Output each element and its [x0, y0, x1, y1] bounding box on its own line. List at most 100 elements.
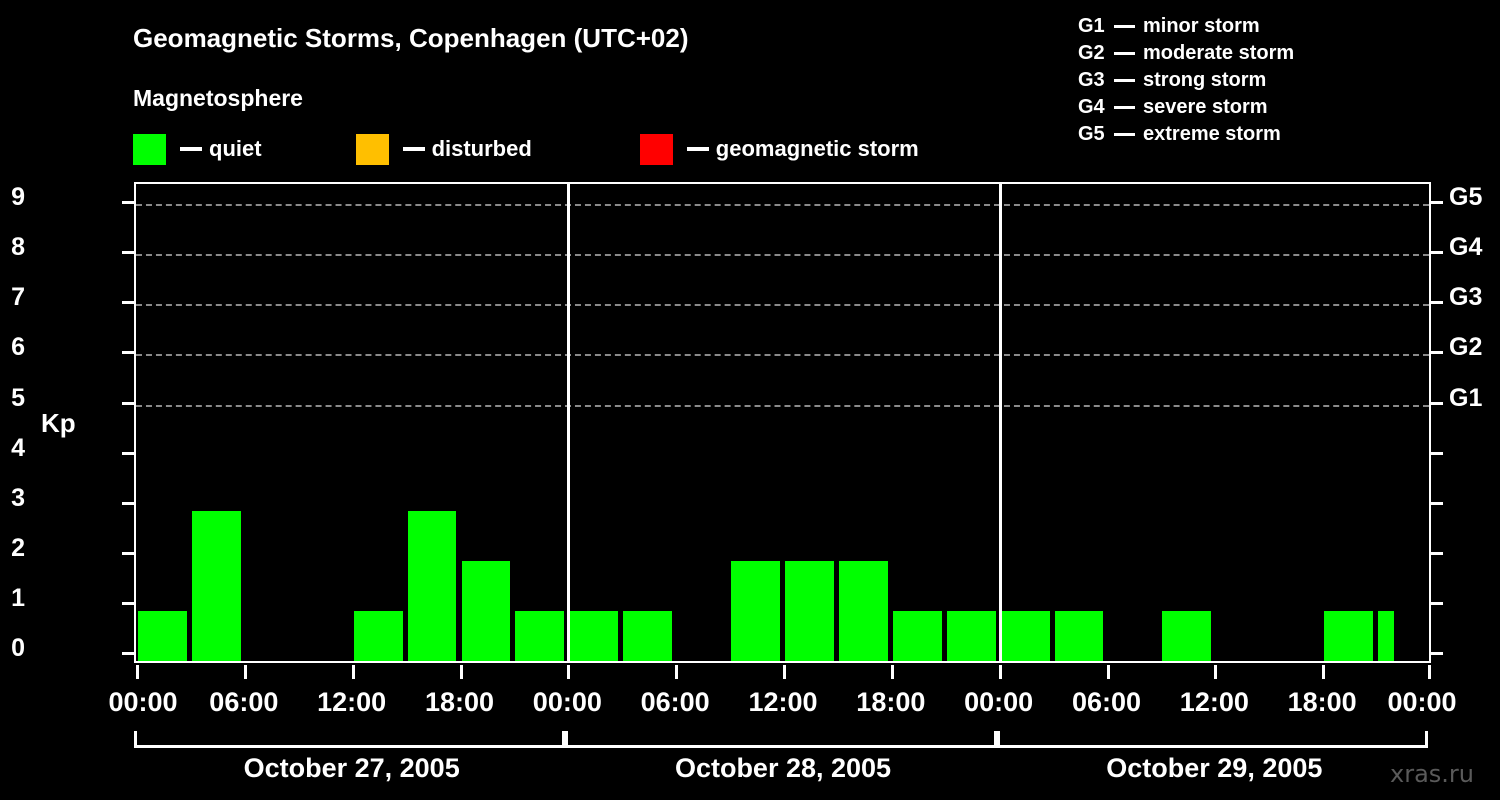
g-axis-label-g2: G2: [1449, 333, 1483, 362]
x-tick-label: 06:00: [640, 687, 710, 717]
bar: [515, 610, 565, 661]
date-label: October 27, 2005: [243, 753, 460, 783]
y-tick-mark-right: [1431, 201, 1443, 205]
gridline-kp-8: [136, 254, 1429, 257]
page-title: Geomagnetic Storms, Copenhagen (UTC+02): [133, 23, 689, 53]
y-tick-label-4: 4: [11, 433, 25, 462]
x-tick-label: 18:00: [1287, 687, 1357, 717]
bar: [461, 560, 511, 661]
g-legend-row-g4: G4 severe storm: [1078, 94, 1294, 121]
x-tick-label: 12:00: [317, 687, 387, 717]
g-legend-row-g3: G3 strong storm: [1078, 67, 1294, 94]
y-tick-mark-right: [1431, 652, 1443, 655]
magnetosphere-subtitle: Magnetosphere: [133, 85, 303, 111]
x-tick-label: 06:00: [1071, 687, 1142, 717]
green-square-icon: [133, 133, 166, 165]
bar: [191, 510, 241, 661]
y-tick-mark: [122, 652, 134, 655]
gridline-kp-6: [136, 354, 1429, 357]
g-legend-row-g2: G2 moderate storm: [1078, 40, 1294, 67]
y-tick-label-7: 7: [11, 283, 25, 312]
date-label: October 29, 2005: [1106, 753, 1323, 783]
x-tick-label: 18:00: [424, 687, 495, 717]
g-legend-description: strong storm: [1143, 69, 1267, 91]
date-bracket: [996, 731, 1428, 748]
x-tick-mark: [1106, 665, 1110, 679]
y-tick-label-6: 6: [11, 333, 25, 362]
day-separator: [998, 184, 1002, 661]
date-bracket: [134, 731, 566, 748]
y-axis-title: Kp: [41, 408, 76, 438]
gridline-kp-9: [136, 204, 1429, 207]
x-tick-label: 00:00: [108, 687, 178, 717]
g-legend-dash-icon: [1114, 106, 1135, 109]
g-legend-code: G2: [1078, 42, 1105, 64]
y-tick-label-5: 5: [11, 383, 25, 412]
y-tick-mark: [122, 351, 134, 355]
bar: [1378, 610, 1395, 661]
g-axis-label-g3: G3: [1449, 283, 1483, 312]
y-tick-mark-right: [1431, 301, 1443, 305]
watermark: xras.ru: [1390, 760, 1474, 788]
gridline-kp-5: [136, 404, 1429, 407]
date-label: October 28, 2005: [674, 753, 892, 783]
g-legend-row-g1: G1 minor storm: [1078, 13, 1294, 40]
legend-label: quiet: [209, 136, 262, 161]
bar: [138, 610, 187, 661]
y-tick-label-8: 8: [11, 233, 25, 262]
bar: [569, 610, 619, 661]
gridline-kp-7: [136, 304, 1429, 307]
y-tick-mark: [122, 451, 134, 455]
g-legend-description: moderate storm: [1143, 42, 1295, 64]
day-separator: [567, 184, 571, 661]
legend-dash-icon: [686, 147, 709, 151]
legend-dash-icon: [402, 147, 425, 151]
bar: [1162, 610, 1212, 661]
g-legend-code: G4: [1078, 96, 1105, 118]
y-tick-mark: [122, 201, 134, 205]
y-tick-mark-right: [1431, 451, 1443, 455]
bar: [946, 610, 996, 661]
legend-label: disturbed: [431, 136, 532, 161]
bar: [1054, 610, 1104, 661]
x-tick-mark: [136, 665, 139, 679]
x-tick-mark: [1428, 665, 1431, 679]
amber-square-icon: [355, 133, 389, 165]
x-tick-mark: [567, 665, 571, 679]
legend-entry-quiet: quiet: [133, 133, 262, 165]
bar: [892, 610, 942, 661]
legend-entry-disturbed: disturbed: [355, 133, 532, 165]
x-tick-label: 00:00: [964, 687, 1034, 717]
x-tick-label: 12:00: [1179, 687, 1249, 717]
y-tick-mark: [122, 251, 134, 255]
bar: [407, 510, 457, 661]
y-tick-mark-right: [1431, 251, 1443, 255]
bar: [1324, 610, 1374, 661]
bar: [838, 560, 888, 661]
plot-inner: [136, 184, 1429, 661]
g-legend-dash-icon: [1114, 133, 1135, 136]
g-legend-description: severe storm: [1143, 96, 1268, 118]
g-axis-label-g5: G5: [1449, 183, 1483, 212]
y-tick-mark-right: [1431, 601, 1443, 605]
g-legend-row-g5: G5 extreme storm: [1078, 121, 1294, 148]
y-tick-mark: [122, 601, 134, 605]
x-tick-label: 12:00: [748, 687, 818, 717]
y-tick-mark-right: [1431, 551, 1443, 555]
x-tick-mark: [243, 665, 247, 679]
bar: [1000, 610, 1050, 661]
x-tick-mark: [459, 665, 463, 679]
bar: [731, 560, 780, 661]
x-tick-label: 18:00: [856, 687, 926, 717]
g-legend-code: G1: [1078, 15, 1105, 37]
x-tick-mark: [998, 665, 1002, 679]
plot-area: [134, 182, 1431, 663]
x-tick-mark: [351, 665, 355, 679]
g-legend-dash-icon: [1114, 79, 1135, 82]
y-tick-mark-right: [1431, 501, 1443, 505]
y-tick-mark: [122, 301, 134, 305]
y-tick-label-2: 2: [11, 533, 25, 562]
x-tick-mark: [890, 665, 894, 679]
legend-dash-icon: [180, 147, 202, 151]
y-tick-mark: [122, 551, 134, 555]
